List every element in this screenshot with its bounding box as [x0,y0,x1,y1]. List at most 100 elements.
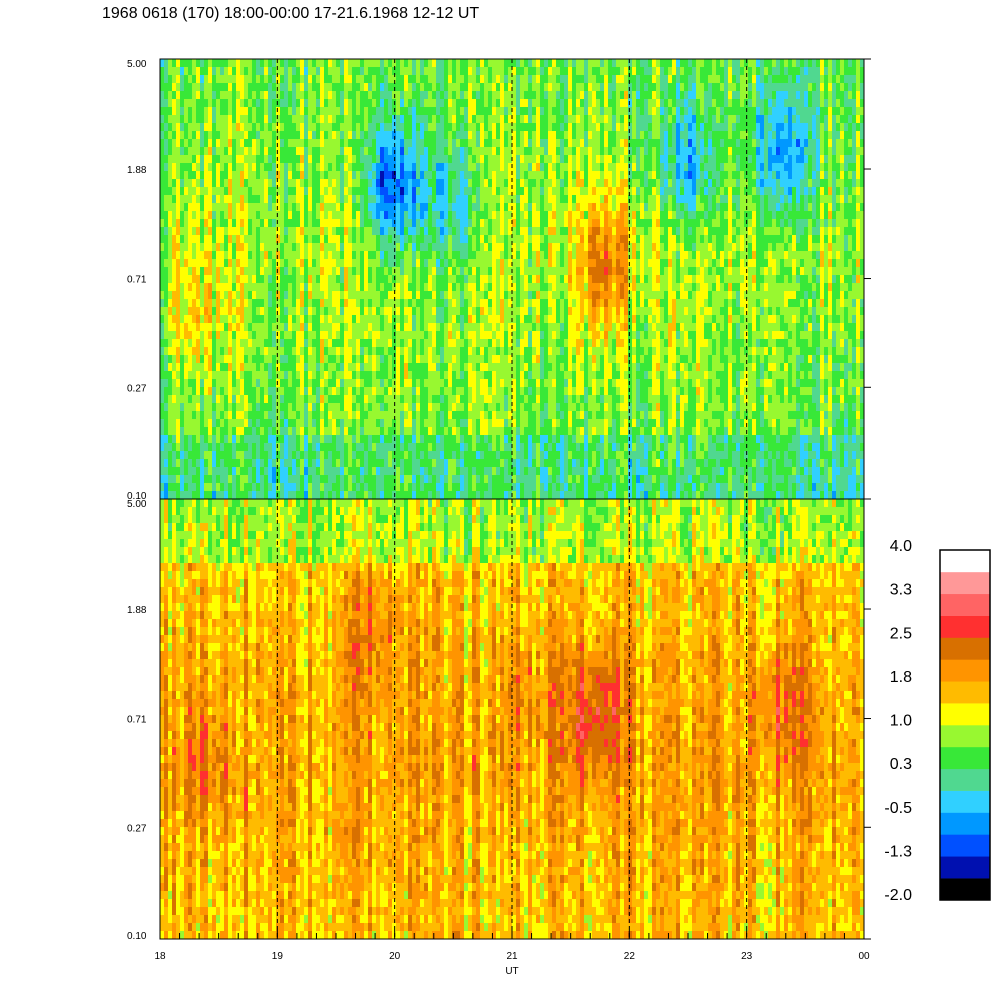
heatmap-cell [724,187,729,196]
heatmap-cell [372,259,377,268]
heatmap-cell [780,267,785,276]
heatmap-cell [652,259,657,268]
heatmap-cell [172,115,177,124]
heatmap-cell [264,195,269,204]
heatmap-cell [248,99,253,108]
heatmap-cell [488,163,493,172]
heatmap-cell [396,235,401,244]
heatmap-cell [192,195,197,204]
heatmap-cell [736,59,741,68]
heatmap-cell [420,59,425,68]
heatmap-cell [736,195,741,204]
heatmap-cell [304,195,309,204]
heatmap-cell [220,179,225,188]
heatmap-cell [368,283,373,292]
heatmap-cell [428,107,433,116]
heatmap-cell [496,171,501,180]
heatmap-cell [852,275,857,284]
heatmap-cell [480,59,485,68]
heatmap-cell [636,59,641,68]
heatmap-cell [352,243,357,252]
heatmap-cell [260,227,265,236]
heatmap-cell [468,251,473,260]
heatmap-cell [816,235,821,244]
heatmap-cell [352,235,357,244]
heatmap-cell [520,211,525,220]
heatmap-cell [580,67,585,76]
heatmap-cell [532,219,537,228]
heatmap-cell [480,251,485,260]
heatmap-cell [428,259,433,268]
heatmap-cell [848,219,853,228]
heatmap-cell [424,131,429,140]
heatmap-cell [356,99,361,108]
heatmap-cell [736,155,741,164]
heatmap-cell [520,203,525,212]
heatmap-cell [168,203,173,212]
heatmap-cell [564,139,569,148]
heatmap-cell [244,139,249,148]
heatmap-cell [724,259,729,268]
heatmap-cell [680,99,685,108]
heatmap-cell [568,115,573,124]
heatmap-cell [360,179,365,188]
heatmap-cell [188,275,193,284]
heatmap-cell [800,91,805,100]
heatmap-cell [300,75,305,84]
heatmap-cell [456,187,461,196]
heatmap-cell [232,235,237,244]
heatmap-cell [608,187,613,196]
heatmap-cell [388,195,393,204]
heatmap-cell [296,267,301,276]
heatmap-cell [228,59,233,68]
heatmap-cell [784,203,789,212]
heatmap-cell [844,91,849,100]
heatmap-cell [248,251,253,260]
heatmap-cell [556,139,561,148]
heatmap-cell [380,59,385,68]
heatmap-cell [184,235,189,244]
heatmap-cell [584,235,589,244]
heatmap-cell [604,123,609,132]
heatmap-cell [832,227,837,236]
heatmap-cell [208,83,213,92]
heatmap-cell [184,171,189,180]
heatmap-cell [804,83,809,92]
heatmap-cell [372,187,377,196]
heatmap-cell [204,171,209,180]
heatmap-cell [268,283,273,292]
heatmap-cell [524,59,529,68]
heatmap-cell [580,155,585,164]
heatmap-cell [796,123,801,132]
heatmap-cell [780,115,785,124]
heatmap-cell [520,107,525,116]
heatmap-cell [544,195,549,204]
heatmap-cell [776,155,781,164]
heatmap-cell [556,187,561,196]
heatmap-cell [604,259,609,268]
heatmap-cell [756,259,761,268]
heatmap-cell [540,99,545,108]
heatmap-cell [860,203,865,212]
heatmap-cell [296,131,301,140]
heatmap-cell [696,139,701,148]
heatmap-cell [584,99,589,108]
heatmap-cell [524,203,529,212]
heatmap-cell [392,131,397,140]
heatmap-cell [168,67,173,76]
heatmap-cell [456,83,461,92]
heatmap-cell [724,203,729,212]
heatmap-cell [792,171,797,180]
heatmap-cell [816,139,821,148]
heatmap-cell [204,259,209,268]
heatmap-cell [368,187,373,196]
heatmap-cell [344,115,349,124]
heatmap-cell [228,83,233,92]
heatmap-cell [540,227,545,236]
heatmap-cell [724,163,729,172]
heatmap-cell [324,171,329,180]
heatmap-cell [700,211,705,220]
heatmap-cell [228,107,233,116]
heatmap-cell [476,91,481,100]
heatmap-cell [204,211,209,220]
